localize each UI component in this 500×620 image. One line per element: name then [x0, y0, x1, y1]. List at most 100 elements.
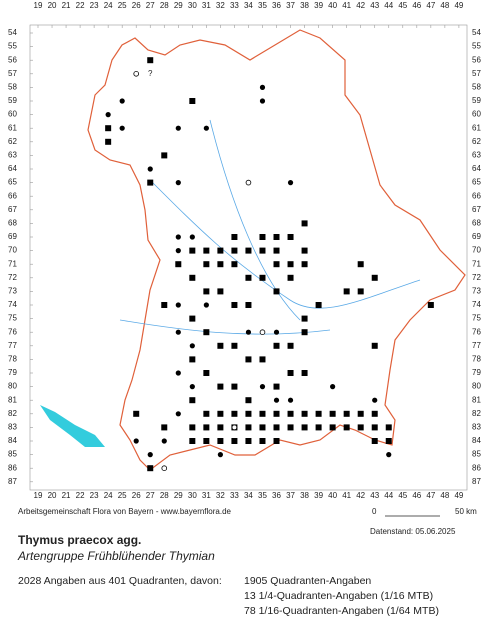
quarter-dot	[175, 234, 181, 240]
quadrant-square	[231, 247, 238, 254]
quadrant-square	[273, 234, 280, 240]
column-label: 28	[160, 491, 169, 500]
row-label: 72	[8, 273, 17, 282]
quarter-dot	[119, 98, 125, 104]
column-label: 40	[328, 1, 337, 10]
quarter-dot	[273, 329, 280, 335]
title: Thymus praecox agg.	[18, 533, 141, 547]
sixteenth-circle	[133, 71, 140, 77]
column-label: 40	[328, 491, 337, 500]
quadrant-square	[189, 397, 196, 404]
quadrant-square	[357, 410, 364, 417]
quadrant-square	[259, 274, 266, 281]
row-label: 56	[472, 55, 481, 64]
row-label: 62	[472, 137, 481, 146]
column-label: 36	[272, 1, 281, 10]
quarter-dot	[105, 112, 111, 118]
column-label: 29	[174, 491, 183, 500]
column-label: 39	[314, 1, 323, 10]
column-label: 21	[62, 491, 71, 500]
row-label: 68	[472, 219, 481, 228]
column-label: 30	[188, 1, 197, 10]
quadrant-square	[287, 261, 294, 268]
quarter-dot	[175, 302, 181, 308]
column-label: 32	[216, 1, 225, 10]
column-label: 38	[300, 491, 309, 500]
quadrant-square	[245, 274, 252, 281]
quadrant-square	[245, 247, 252, 254]
quadrant-square	[301, 410, 308, 417]
row-label: 74	[472, 300, 481, 309]
quadrant-square	[371, 342, 378, 349]
quadrant-square	[245, 424, 252, 431]
column-label: 23	[90, 491, 99, 500]
quadrant-square	[385, 438, 392, 444]
row-label: 84	[8, 436, 17, 445]
row-label: 82	[472, 409, 481, 418]
column-label: 30	[188, 491, 197, 500]
column-label: 32	[216, 491, 225, 500]
row-label: 58	[472, 83, 481, 92]
summary: 2028 Angaben aus 401 Quadranten, davon:	[18, 575, 222, 587]
quadrant-square	[161, 152, 168, 159]
quadrant-square	[161, 302, 168, 308]
quarter-dot	[245, 329, 252, 335]
quadrant-square	[343, 288, 350, 295]
quadrant-square	[147, 465, 154, 472]
column-label: 25	[118, 491, 127, 500]
quadrant-square	[245, 410, 252, 417]
quadrant-square	[203, 424, 210, 431]
row-label: 71	[472, 259, 481, 268]
quadrant-square	[105, 138, 112, 145]
row-label: 70	[8, 246, 17, 255]
quadrant-square	[315, 302, 322, 308]
column-label: 29	[174, 1, 183, 10]
row-label: 85	[472, 450, 481, 459]
quarter-dot	[259, 84, 266, 90]
quadrant-square	[217, 261, 224, 268]
row-label: 61	[8, 123, 17, 132]
quadrant-square	[371, 410, 378, 417]
row-label: 79	[472, 368, 481, 377]
sixteenth-circle	[161, 465, 168, 472]
quadrant-square	[385, 424, 392, 431]
quarter-dot	[287, 180, 294, 186]
quadrant-square	[287, 234, 294, 240]
row-label: 65	[472, 178, 481, 187]
quadrant-square	[273, 288, 280, 295]
date: Datenstand: 05.06.2025	[370, 527, 456, 536]
column-label: 21	[62, 1, 71, 10]
column-label: 33	[230, 491, 239, 500]
quadrant-square	[259, 247, 266, 254]
column-label: 24	[104, 1, 113, 10]
row-label: 55	[8, 42, 17, 51]
row-label: 73	[8, 287, 17, 296]
count: 78 1/16-Quadranten-Angaben (1/64 MTB)	[244, 605, 439, 617]
quarter-dot	[175, 180, 181, 186]
row-label: 86	[8, 463, 17, 472]
row-label: 63	[472, 151, 481, 160]
row-label: 79	[8, 368, 17, 377]
quadrant-square	[301, 370, 308, 376]
quadrant-square	[287, 410, 294, 417]
quadrant-square	[329, 424, 336, 431]
quarter-dot	[189, 343, 195, 349]
column-label: 25	[118, 1, 127, 10]
quadrant-square	[203, 261, 210, 268]
quadrant-square	[343, 410, 350, 417]
row-label: 67	[472, 205, 481, 214]
quarter-dot	[330, 384, 336, 390]
quadrant-square	[273, 342, 280, 349]
quarter-dot	[147, 452, 153, 458]
column-label: 31	[202, 491, 211, 500]
quadrant-square	[245, 302, 252, 308]
quadrant-square	[105, 125, 112, 132]
row-label: 72	[472, 273, 481, 282]
row-label: 71	[8, 259, 17, 268]
row-label: 78	[8, 355, 17, 364]
quadrant-square	[203, 410, 210, 417]
quadrant-square	[217, 410, 224, 417]
quadrant-square	[259, 438, 266, 444]
row-label: 68	[8, 219, 17, 228]
row-label: 81	[472, 395, 481, 404]
